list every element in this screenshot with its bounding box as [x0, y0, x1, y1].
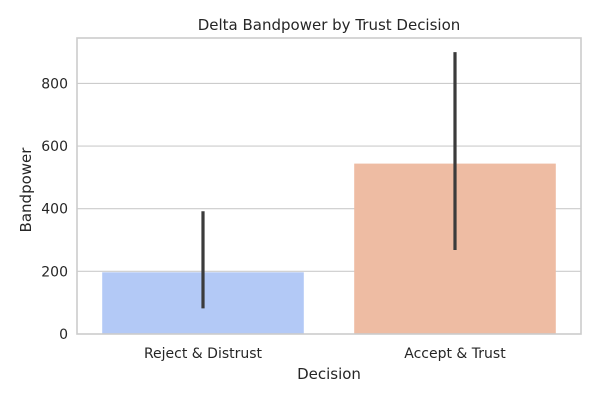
y-axis-label: Bandpower — [17, 147, 35, 233]
bars — [102, 163, 556, 334]
y-tick-label-200: 200 — [41, 264, 68, 280]
error-bars — [201, 52, 457, 309]
y-tick-label-800: 800 — [41, 76, 68, 92]
y-tick-label-0: 0 — [59, 327, 68, 343]
plot-frame — [76, 37, 582, 335]
x-tick-label-0: Reject & Distrust — [144, 346, 263, 362]
x-tick-labels: Reject & Distrust Accept & Trust — [144, 346, 506, 362]
y-tick-label-400: 400 — [41, 202, 68, 218]
chart-title: Delta Bandpower by Trust Decision — [198, 16, 461, 34]
y-tick-labels: 0 200 400 600 800 — [41, 76, 68, 343]
x-tick-label-1: Accept & Trust — [404, 346, 506, 362]
y-tick-label-600: 600 — [41, 139, 68, 155]
x-axis-label: Decision — [297, 365, 361, 383]
